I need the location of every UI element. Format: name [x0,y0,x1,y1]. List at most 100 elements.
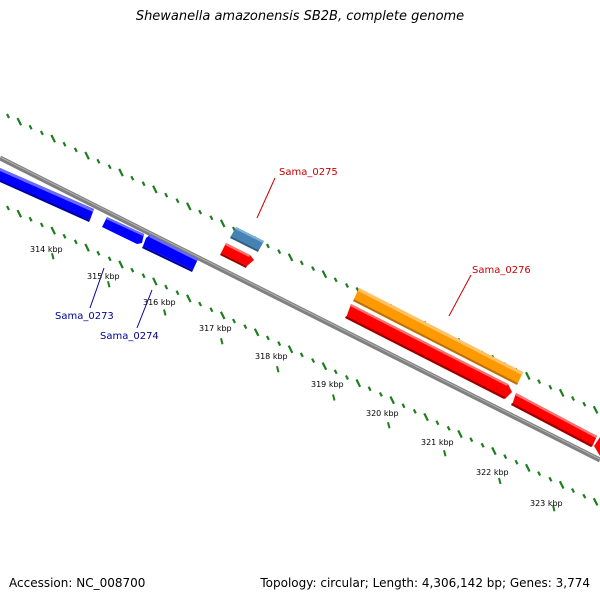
gene-sama-0278-cds[interactable] [594,437,600,456]
gene-sama-0275-cds[interactable] [220,243,254,268]
gc-dot-inner [219,311,226,320]
gc-dot-outer [73,147,78,153]
gc-dot-inner [16,209,23,218]
scale-tick [443,450,447,457]
gc-dot-inner [73,239,78,245]
scale-label-320-kbp: 320 kbp [366,409,399,418]
gc-dot-inner [243,324,248,330]
scale-tick [387,421,391,429]
gc-dot-outer [333,277,338,283]
scale-tick [220,337,224,345]
gc-dot-inner [491,446,497,456]
gc-dot-outer [277,249,282,255]
gc-dot-inner [50,226,56,235]
gc-dot-inner [265,335,270,341]
gene-sama-0276[interactable] [353,288,523,385]
gc-dot-outer [141,181,146,187]
gc-dot-outer [219,219,226,228]
gc-dot-inner [311,358,316,364]
map-title: Shewanella amazonensis SB2B, complete ge… [135,9,465,24]
leader-line-sama-0276 [448,274,472,317]
gc-dot-inner [141,273,146,279]
gc-dot-inner [39,222,44,228]
gc-dot-inner [164,284,169,290]
gc-dot-outer [299,260,304,266]
scale-tick [332,394,336,401]
leader-line-sama-0275 [256,177,276,219]
gc-dot-outer [311,266,316,272]
gc-dot-inner [152,277,158,286]
gene-label-sama-0274[interactable]: Sama_0274 [100,331,159,342]
gc-dot-outer [50,134,56,143]
gc-dot-inner [84,243,90,252]
gc-dot-inner [198,301,203,307]
gc-dot-outer [130,175,135,181]
gc-dot-outer [164,192,169,198]
gc-dot-inner [446,425,451,431]
gc-dot-outer [152,185,158,194]
gc-dot-outer [345,283,349,288]
scale-tick [498,477,502,485]
gc-dot-inner [107,256,112,262]
gc-dot-outer [592,405,599,414]
gc-dot-outer [548,384,553,390]
gc-dot-inner [6,205,10,211]
scale-tick [552,504,556,512]
gc-dot-inner [423,412,429,422]
gc-dot-inner [62,233,67,239]
gene-sama-0275[interactable] [230,227,264,252]
gc-dot-outer [62,141,67,147]
gc-dot-inner [367,386,372,392]
scale-tick [107,281,111,288]
gc-dot-outer [186,202,192,211]
gc-dot-inner [582,493,587,499]
gc-dot-inner [209,307,214,313]
scale-tick [163,309,167,316]
scale-label-316-kbp: 316 kbp [143,298,176,307]
gene-sama-0274[interactable] [142,235,198,272]
gc-dot-outer [39,130,44,136]
gc-content-track-inner [6,205,599,506]
gc-dot-inner [355,379,362,388]
gc-dot-inner [299,352,304,358]
scale-label-323-kbp: 323 kbp [530,499,563,508]
gc-dot-inner [548,476,553,482]
gc-dot-inner [412,408,417,414]
gc-dot-inner [378,391,383,397]
scale-label-315-kbp: 315 kbp [87,272,120,281]
gc-dot-inner [130,267,135,273]
gc-dot-outer [571,396,575,401]
genome-backbone [0,155,600,463]
scale-label-319-kbp: 319 kbp [311,380,344,389]
gc-dot-inner [480,442,485,448]
gene-label-sama-0276[interactable]: Sama_0276 [472,265,531,276]
gene-sama-0272[interactable] [0,168,94,222]
gc-dot-outer [175,198,180,204]
gene-label-sama-0275[interactable]: Sama_0275 [279,167,338,178]
gc-dot-outer [16,117,23,126]
gene-label-sama-0273[interactable]: Sama_0273 [55,311,114,322]
gene-sama-0277-cds[interactable] [511,393,597,447]
gc-dot-outer [198,209,203,215]
gc-dot-inner [435,420,440,426]
leader-line-sama-0273 [89,267,105,309]
gc-dot-outer [321,270,328,279]
gc-dot-outer [537,379,542,385]
gc-dot-outer [96,158,101,164]
gene-sama-0276-cds[interactable] [345,304,512,399]
gc-dot-inner [514,459,519,465]
gc-dot-inner [558,480,565,489]
gc-dot-inner [503,454,508,460]
scale-ticks [51,252,556,512]
gc-dot-outer [118,168,124,177]
gc-dot-inner [525,463,531,472]
gc-dot-inner [389,396,395,405]
gc-dot-inner [321,362,328,371]
gc-dot-outer [265,243,270,249]
gene-sama-0273[interactable] [102,217,144,244]
gc-dot-inner [401,403,406,409]
gc-dot-outer [287,253,294,262]
scale-tick [276,366,280,373]
gc-dot-inner [232,318,236,324]
